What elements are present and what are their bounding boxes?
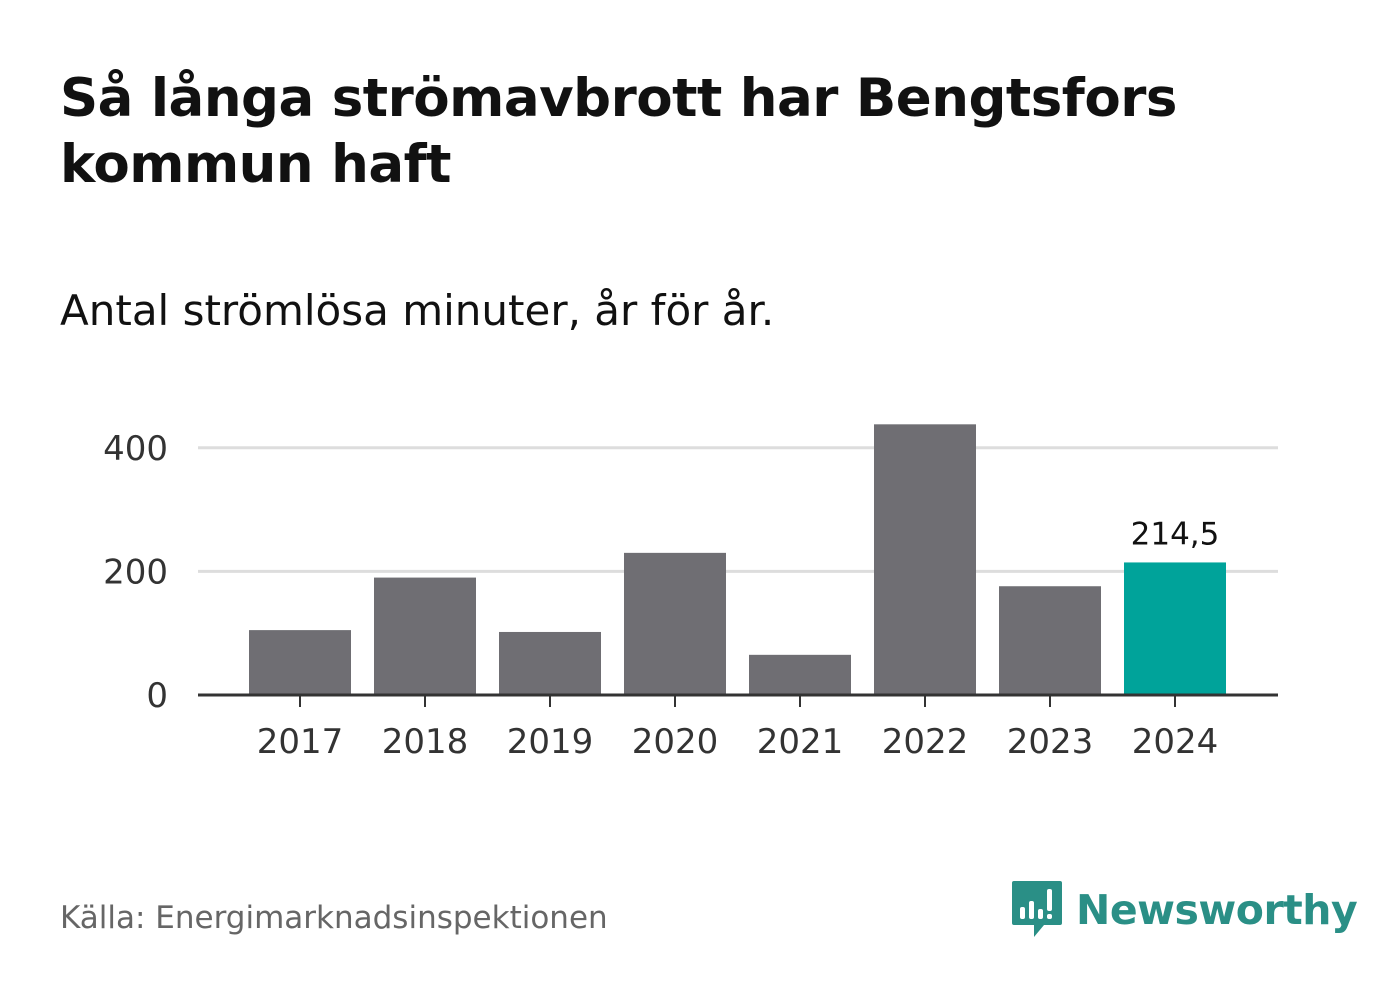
bar-2018	[374, 577, 476, 695]
bar-chart: 0 200 400 2017 2018 2019 2020 2021 2022 2023 2024…	[103, 424, 1278, 762]
bars	[249, 424, 1226, 695]
brand-name: Newsworthy	[1076, 886, 1358, 934]
chart-subtitle: Antal strömlösa minuter, år för år.	[60, 286, 775, 335]
x-tick-label: 2022	[882, 722, 969, 762]
x-tick-label: 2020	[632, 722, 719, 762]
data-label: 214,5	[1131, 516, 1220, 552]
data-labels: 214,5	[1131, 516, 1220, 552]
y-tick-label: 400	[103, 429, 168, 469]
y-tick-label: 0	[146, 676, 168, 716]
x-axis: 2017 2018 2019 2020 2021 2022 2023 2024	[198, 693, 1278, 762]
bar-2017	[249, 630, 351, 695]
grid-lines: 0 200 400	[103, 429, 1278, 716]
x-tick-label: 2021	[757, 722, 844, 762]
brand-logo: Newsworthy	[1010, 878, 1358, 942]
bar-2023	[999, 586, 1101, 695]
x-tick-label: 2018	[382, 722, 469, 762]
source-note: Källa: Energimarknadsinspektionen	[60, 900, 608, 936]
x-tick-label: 2019	[507, 722, 594, 762]
x-tick-label: 2024	[1132, 722, 1219, 762]
chart-title: Så långa strömavbrott har Bengtsfors kom…	[60, 68, 1177, 195]
bar-2021	[749, 654, 851, 695]
bar-2019	[499, 631, 601, 695]
bar-2020	[624, 552, 726, 695]
newsworthy-logo-icon	[1012, 881, 1062, 937]
x-tick-label: 2023	[1007, 722, 1094, 762]
bar-2024	[1124, 562, 1226, 695]
y-tick-label: 200	[103, 552, 168, 592]
bar-2022	[874, 424, 976, 695]
x-tick-label: 2017	[257, 722, 344, 762]
